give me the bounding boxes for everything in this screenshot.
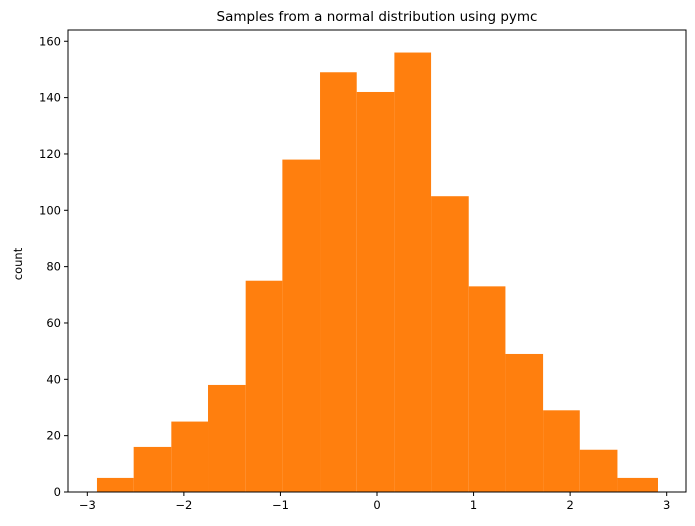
y-tick-label: 60 xyxy=(46,316,61,330)
x-tick-label: 3 xyxy=(663,498,670,512)
histogram-bar-14 xyxy=(617,477,658,492)
bars-group xyxy=(96,52,658,492)
histogram-bar-6 xyxy=(320,72,357,492)
histogram-bar-9 xyxy=(431,196,469,492)
x-axis-ticks: −3 −2 −1 0 1 2 3 xyxy=(79,492,670,512)
histogram-bar-11 xyxy=(505,353,544,492)
y-tick-label: 120 xyxy=(39,147,61,161)
y-tick-label: 0 xyxy=(54,485,61,499)
plot-frame xyxy=(67,29,687,493)
x-tick-label: 0 xyxy=(373,498,380,512)
chart-title: Samples from a normal distribution using… xyxy=(217,9,538,25)
y-tick-label: 160 xyxy=(39,34,61,48)
histogram-bar-10 xyxy=(468,286,506,492)
histogram-bar-5 xyxy=(282,159,321,492)
x-tick-label: 1 xyxy=(470,498,477,512)
y-tick-label: 20 xyxy=(46,429,61,443)
histogram-bar-2 xyxy=(171,421,209,492)
histogram-bar-0 xyxy=(96,477,134,492)
y-tick-label: 100 xyxy=(39,203,61,217)
histogram-bar-4 xyxy=(245,280,283,492)
x-tick-label: −1 xyxy=(272,498,289,512)
y-tick-label: 140 xyxy=(39,91,61,105)
histogram-bar-12 xyxy=(543,410,580,492)
x-tick-label: −2 xyxy=(175,498,192,512)
y-tick-label: 80 xyxy=(46,260,61,274)
y-tick-label: 40 xyxy=(46,372,61,386)
y-axis-label: count xyxy=(11,247,25,280)
x-tick-label: −3 xyxy=(79,498,96,512)
histogram-bar-13 xyxy=(579,449,618,492)
y-axis-ticks: 0 20 40 60 80 100 120 140 160 xyxy=(39,34,68,499)
histogram-bar-7 xyxy=(356,91,395,492)
histogram-bar-1 xyxy=(133,446,172,492)
x-tick-label: 2 xyxy=(566,498,573,512)
histogram-bar-3 xyxy=(208,384,246,492)
histogram-bar-8 xyxy=(394,52,432,492)
